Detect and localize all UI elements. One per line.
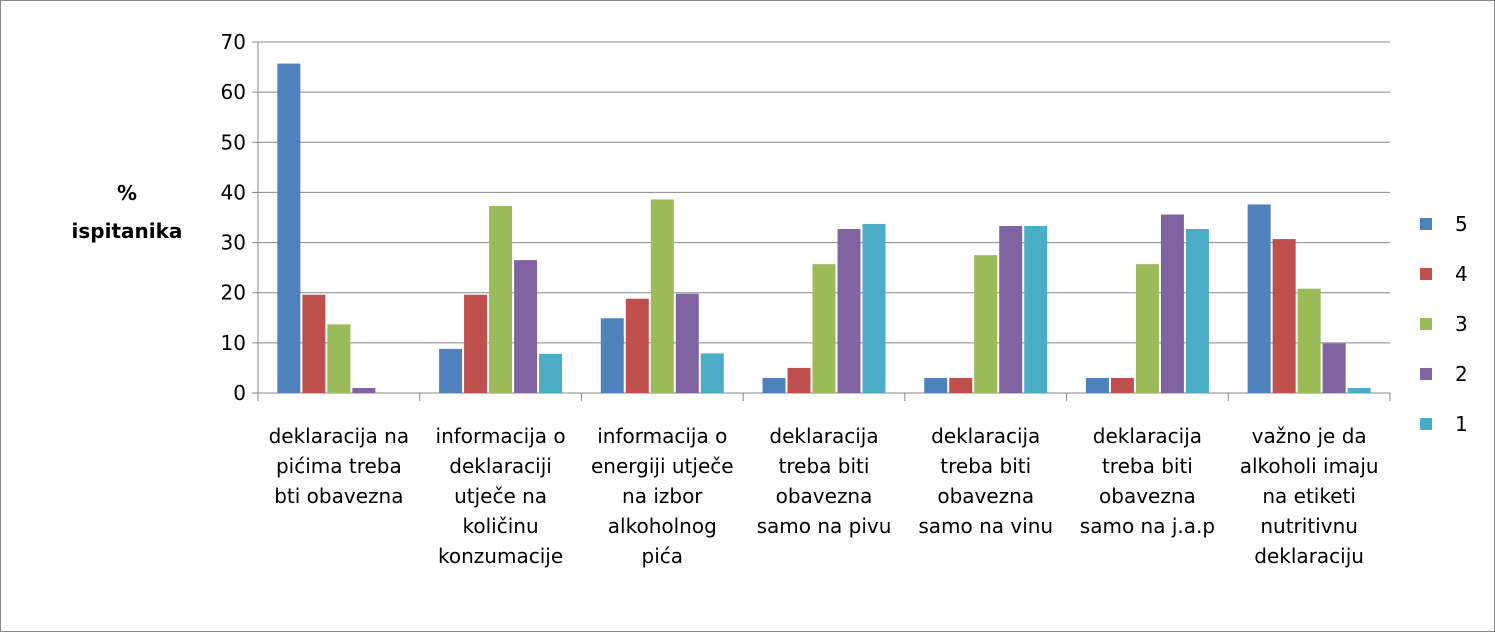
- legend-swatch: [1420, 418, 1432, 430]
- x-tick-label: informacija o deklaraciji utječe na količin…: [436, 424, 566, 568]
- bar: [1135, 264, 1159, 393]
- y-tick-label: 60: [221, 80, 246, 104]
- bar: [1085, 377, 1109, 393]
- legend-label: 1: [1455, 412, 1468, 436]
- legend-swatch: [1420, 218, 1432, 230]
- legend-label: 5: [1455, 212, 1468, 236]
- bar: [1322, 343, 1346, 393]
- bar: [650, 199, 674, 393]
- bar: [675, 293, 699, 393]
- bar: [327, 324, 351, 393]
- bar: [837, 229, 861, 393]
- legend-swatch: [1420, 368, 1432, 380]
- bar: [1024, 226, 1048, 393]
- bar: [464, 294, 488, 393]
- bar: [812, 264, 836, 393]
- bar: [762, 377, 786, 393]
- bar: [1185, 229, 1209, 393]
- y-tick-label: 70: [221, 30, 246, 54]
- bar: [999, 226, 1023, 393]
- legend-label: 3: [1455, 312, 1468, 336]
- bar: [862, 224, 886, 393]
- y-tick-label: 10: [221, 331, 246, 355]
- bar: [1297, 288, 1321, 393]
- bar: [1160, 214, 1184, 393]
- y-tick-label: 40: [221, 180, 246, 204]
- x-tick-label: deklaracija treba biti obavezna samo na piv…: [757, 424, 892, 538]
- bar: [924, 377, 948, 393]
- legend-label: 2: [1455, 362, 1468, 386]
- bar: [1110, 377, 1134, 393]
- legend-swatch: [1420, 268, 1432, 280]
- y-tick-label: 20: [221, 281, 246, 305]
- bar: [489, 205, 513, 393]
- x-tick-label: informacija o energiji utječe na izbor alko…: [591, 424, 734, 568]
- bar: [277, 63, 301, 393]
- legend-swatch: [1420, 318, 1432, 330]
- bar: [514, 260, 538, 393]
- x-tick-label: deklaracija treba biti obavezna samo na vin…: [918, 424, 1053, 538]
- bar: [600, 318, 624, 393]
- bar: [1272, 239, 1296, 393]
- x-tick-label: važno je da alkoholi imaju na etiketi nutri…: [1240, 424, 1379, 568]
- bar: [1247, 204, 1271, 393]
- bar: [539, 353, 563, 393]
- bar: [1347, 387, 1371, 393]
- bar: [949, 377, 973, 393]
- bar: [787, 367, 811, 393]
- legend-label: 4: [1455, 262, 1468, 286]
- x-tick-label: deklaracija na pićima treba bti obavezna: [269, 424, 410, 508]
- y-tick-label: 0: [233, 381, 246, 405]
- bar: [625, 298, 649, 393]
- bar: [352, 387, 376, 393]
- y-tick-label: 30: [221, 231, 246, 255]
- x-tick-label: deklaracija treba biti obavezna samo na j.a…: [1080, 424, 1215, 538]
- y-axis-label: % ispitanika: [72, 181, 183, 243]
- bar: [439, 348, 463, 393]
- y-tick-label: 50: [221, 130, 246, 154]
- bar: [974, 255, 998, 393]
- bar: [302, 294, 326, 393]
- bar: [700, 353, 724, 393]
